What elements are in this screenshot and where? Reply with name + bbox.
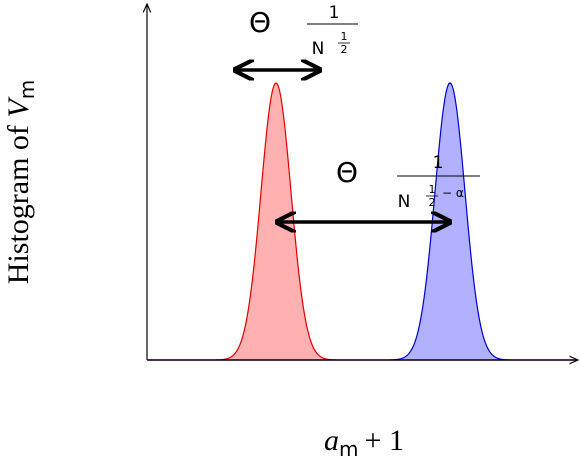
base: N	[312, 39, 325, 59]
label-var: V	[2, 96, 35, 118]
exp-num: 1	[341, 30, 348, 43]
label-text: Histogram of	[2, 125, 35, 284]
annotation-distance: Θ 1 N 1 2 − α	[336, 153, 480, 212]
exp-den: 2	[341, 43, 348, 56]
label-rest: + 1	[365, 424, 404, 457]
theta: Θ	[249, 6, 271, 39]
x-axis-label: am + 1	[324, 424, 404, 461]
theta: Θ	[336, 156, 358, 189]
label-sub: m	[15, 80, 39, 99]
label-sub: m	[339, 437, 358, 461]
exp-num: 1	[429, 183, 436, 196]
exp-rest: − α	[442, 186, 464, 200]
numerator: 1	[433, 153, 444, 173]
label-var: a	[324, 424, 339, 457]
exp-den: 2	[429, 196, 436, 209]
numerator: 1	[329, 3, 340, 23]
base: N	[398, 192, 411, 212]
annotation-width: Θ 1 N 1 2	[249, 3, 358, 59]
y-axis-label: Histogram of Vm	[2, 80, 39, 284]
